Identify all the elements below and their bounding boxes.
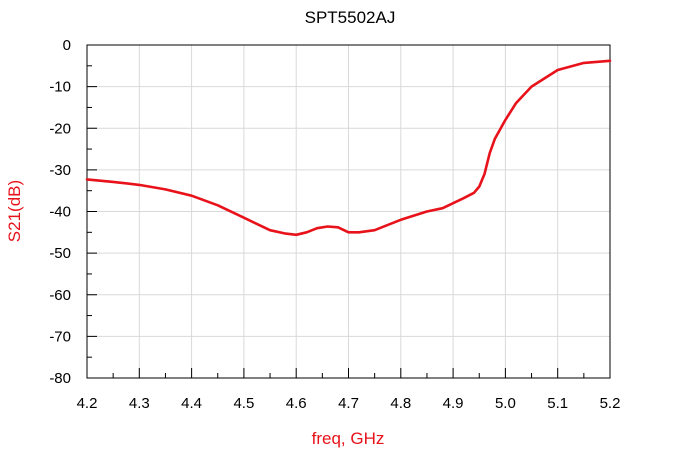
x-tick-label: 4.2	[77, 395, 98, 412]
x-tick-label: 5.0	[495, 395, 516, 412]
x-tick-label: 5.2	[600, 395, 621, 412]
series-line	[85, 59, 612, 237]
y-tick-label: 0	[63, 37, 71, 54]
y-tick-label: -30	[49, 162, 71, 179]
y-axis-label: S21(dB)	[5, 180, 24, 242]
x-tick-label: 4.4	[181, 395, 202, 412]
x-tick-label: 4.5	[233, 395, 254, 412]
y-tick-labels: 0 -10 -20 -30 -40 -50 -60 -70 -80	[49, 37, 71, 387]
y-tick-label: -80	[49, 370, 71, 387]
y-tick-label: -70	[49, 328, 71, 345]
y-tick-label: -60	[49, 287, 71, 304]
plot-frame	[86, 44, 611, 379]
x-tick-label: 5.1	[547, 395, 568, 412]
x-tick-label: 4.7	[338, 395, 359, 412]
x-tick-labels: 4.2 4.3 4.4 4.5 4.6 4.7 4.8 4.9 5.0 5.1 5.2	[77, 395, 621, 412]
x-tick-label: 4.3	[129, 395, 150, 412]
y-tick-label: -50	[49, 245, 71, 262]
y-tick-label: -10	[49, 79, 71, 96]
x-tick-label: 4.9	[443, 395, 464, 412]
chart-title: SPT5502AJ	[305, 8, 396, 27]
grid	[87, 45, 610, 378]
x-tick-label: 4.6	[286, 395, 307, 412]
x-tick-label: 4.8	[390, 395, 411, 412]
y-tick-label: -20	[49, 120, 71, 137]
y-tick-label: -40	[49, 204, 71, 221]
x-axis-label: freq, GHz	[312, 429, 385, 448]
